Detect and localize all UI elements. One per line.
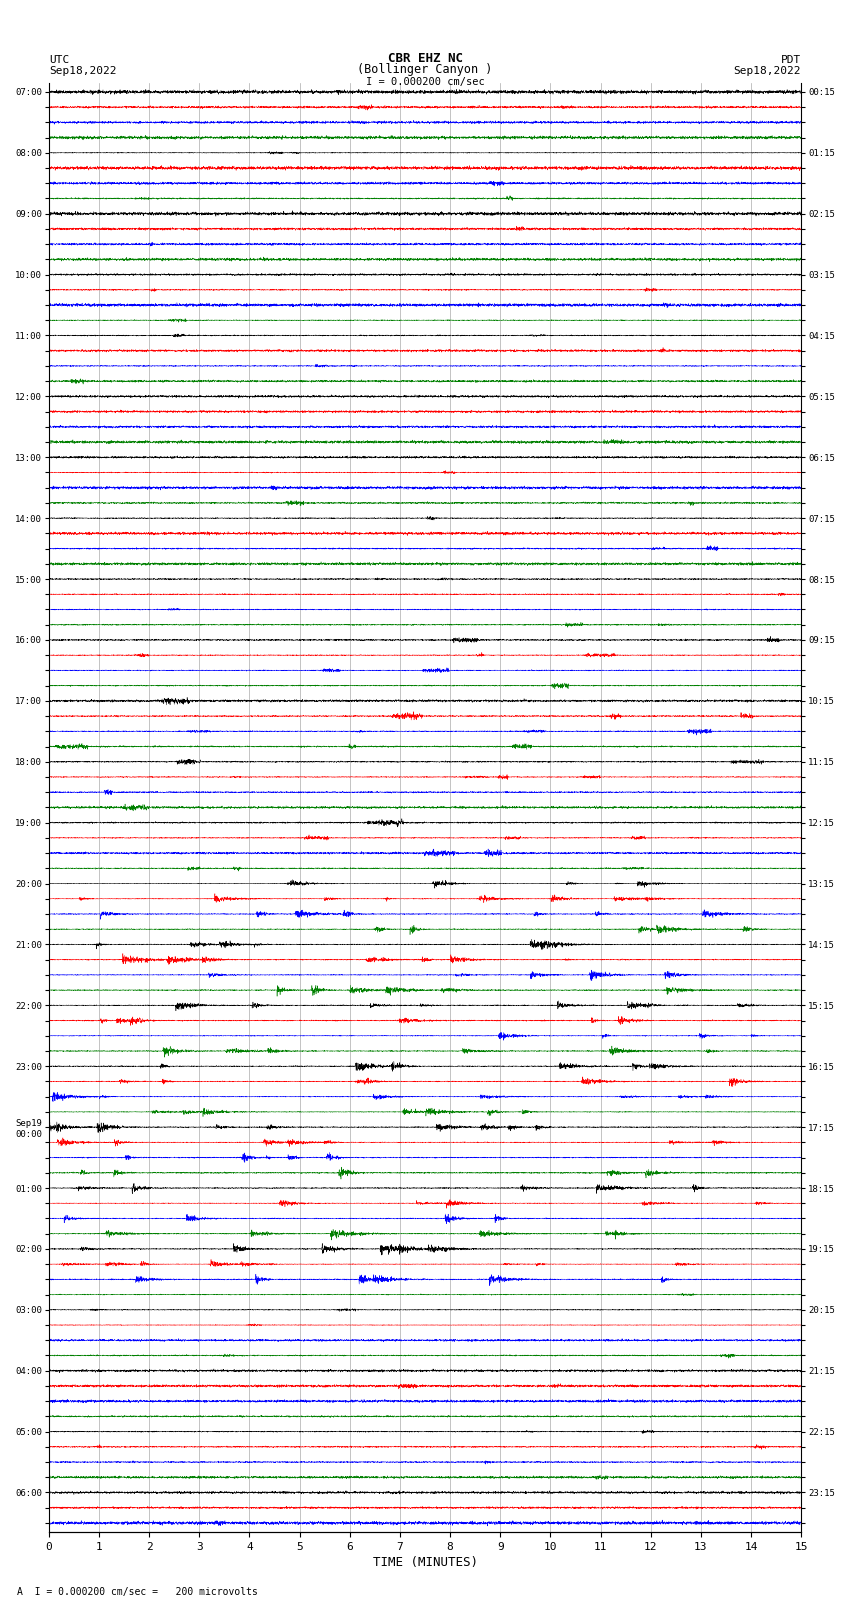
Text: CBR EHZ NC: CBR EHZ NC [388,52,462,65]
Text: I = 0.000200 cm/sec: I = 0.000200 cm/sec [366,77,484,87]
Text: UTC: UTC [48,55,69,65]
Text: Sep18,2022: Sep18,2022 [734,66,802,76]
X-axis label: TIME (MINUTES): TIME (MINUTES) [372,1557,478,1569]
Text: Sep18,2022: Sep18,2022 [48,66,116,76]
Text: PDT: PDT [781,55,802,65]
Text: A  I = 0.000200 cm/sec =   200 microvolts: A I = 0.000200 cm/sec = 200 microvolts [17,1587,258,1597]
Text: (Bollinger Canyon ): (Bollinger Canyon ) [357,63,493,76]
